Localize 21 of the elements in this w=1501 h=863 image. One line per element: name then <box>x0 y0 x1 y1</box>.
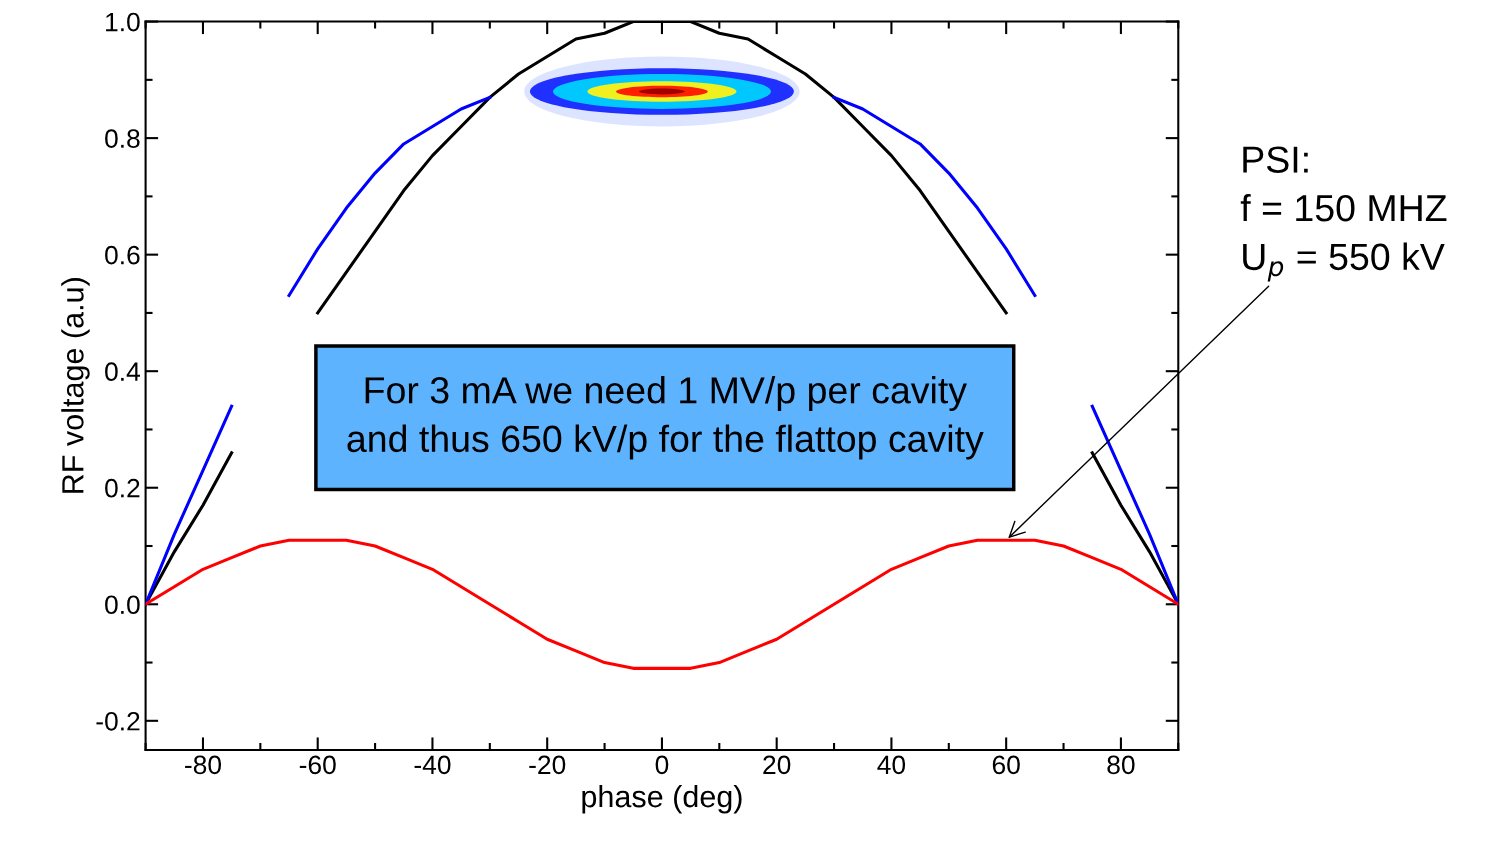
y-tick-label: -0.2 <box>96 711 140 731</box>
y-tick-label: 0.2 <box>105 478 140 498</box>
y-axis-title: RF voltage (a.u) <box>61 278 90 493</box>
x-tick-label: -60 <box>299 755 336 775</box>
y-tick-label: 0.6 <box>105 245 140 265</box>
x-tick-label: 60 <box>992 755 1020 775</box>
x-tick-label: -40 <box>414 755 451 775</box>
x-tick-label: -20 <box>529 755 566 775</box>
x-tick-label: 20 <box>763 755 791 775</box>
x-tick-label: 0 <box>655 755 669 775</box>
annotation: For 3 mA we need 1 MV/p per cavity and thus 650 kV/p for the flattop cavity <box>347 376 984 460</box>
annotation: PSI: f = 150 MHZ U$_{p}$ = 550 kV <box>1240 146 1447 282</box>
y-tick-label: 0.8 <box>105 129 140 148</box>
y-tick-label: 0.4 <box>105 362 140 382</box>
x-tick-label: -80 <box>185 755 222 775</box>
x-axis-title: phase (deg) <box>582 784 742 814</box>
x-tick-label: 80 <box>1107 755 1135 775</box>
y-tick-label: 0.0 <box>105 595 140 615</box>
x-tick-label: 40 <box>877 755 906 775</box>
y-tick-label: 1.0 <box>106 12 140 32</box>
line-series <box>145 538 1179 670</box>
